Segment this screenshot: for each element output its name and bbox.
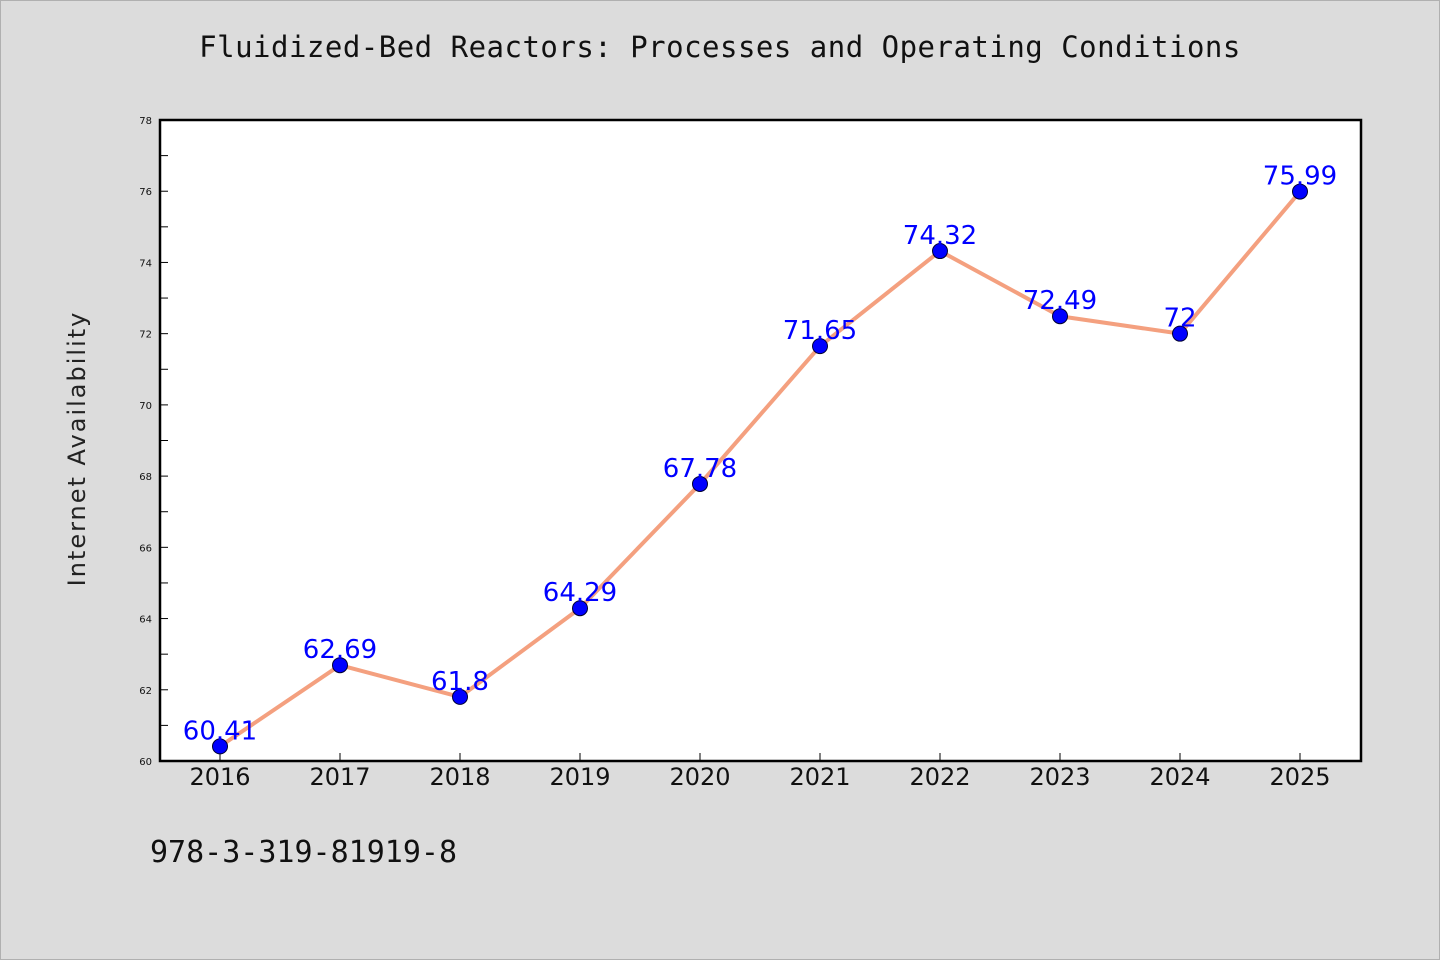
x-tick-label: 2022 xyxy=(909,763,970,791)
data-point xyxy=(1172,325,1188,342)
x-tick-label: 2018 xyxy=(429,763,490,791)
x-tick-label: 2016 xyxy=(189,763,250,791)
data-label: 71.65 xyxy=(783,316,857,346)
data-label: 67.78 xyxy=(663,454,737,484)
x-tick-label: 2017 xyxy=(309,763,370,791)
data-point xyxy=(572,600,588,617)
data-point xyxy=(932,243,948,260)
x-tick-label: 2019 xyxy=(549,763,610,791)
data-point xyxy=(332,657,348,674)
y-tick-label: 68 xyxy=(139,472,152,483)
y-axis: 60 62 64 66 68 70 72 74 76 78 xyxy=(139,116,168,768)
x-axis: 2016 2017 2018 2019 2020 2021 2022 2023 2024 2025 xyxy=(189,753,1331,791)
x-tick-label: 2021 xyxy=(789,763,850,791)
plot-area xyxy=(158,118,1363,763)
series-markers xyxy=(212,183,1308,755)
y-tick-label: 62 xyxy=(139,686,152,697)
y-axis-label: Internet Availability xyxy=(63,311,91,587)
data-label: 74.32 xyxy=(903,221,977,251)
y-tick-label: 70 xyxy=(139,401,152,412)
y-tick-label: 66 xyxy=(139,543,152,554)
y-tick-label: 76 xyxy=(139,187,152,198)
data-point xyxy=(1292,183,1308,200)
data-point xyxy=(1052,308,1068,325)
data-label: 60.41 xyxy=(183,716,257,746)
series-line xyxy=(218,190,1302,749)
y-tick-label: 72 xyxy=(139,330,152,341)
y-tick-label: 60 xyxy=(139,757,152,768)
y-tick-label: 78 xyxy=(139,116,152,127)
x-tick-label: 2020 xyxy=(669,763,730,791)
data-labels: 60.41 62.69 61.8 64.29 67.78 71.65 74.32 72.49 7… xyxy=(183,162,1337,747)
data-point xyxy=(452,688,468,705)
isbn-text: 978-3-319-81919-8 xyxy=(150,835,458,870)
data-label: 72 xyxy=(1163,304,1196,334)
data-label: 75.99 xyxy=(1263,162,1337,192)
data-label: 72.49 xyxy=(1023,286,1097,316)
data-point xyxy=(692,475,708,492)
data-label: 62.69 xyxy=(303,635,377,665)
x-tick-label: 2025 xyxy=(1269,763,1330,791)
y-tick-label: 74 xyxy=(139,258,152,269)
data-point xyxy=(812,338,828,355)
chart-title: Fluidized-Bed Reactors: Processes and Op… xyxy=(199,30,1241,64)
data-point xyxy=(212,738,228,755)
data-label: 64.29 xyxy=(543,578,617,608)
y-tick-label: 64 xyxy=(139,615,152,626)
x-tick-label: 2023 xyxy=(1029,763,1090,791)
data-label: 61.8 xyxy=(431,667,489,697)
x-tick-label: 2024 xyxy=(1149,763,1210,791)
